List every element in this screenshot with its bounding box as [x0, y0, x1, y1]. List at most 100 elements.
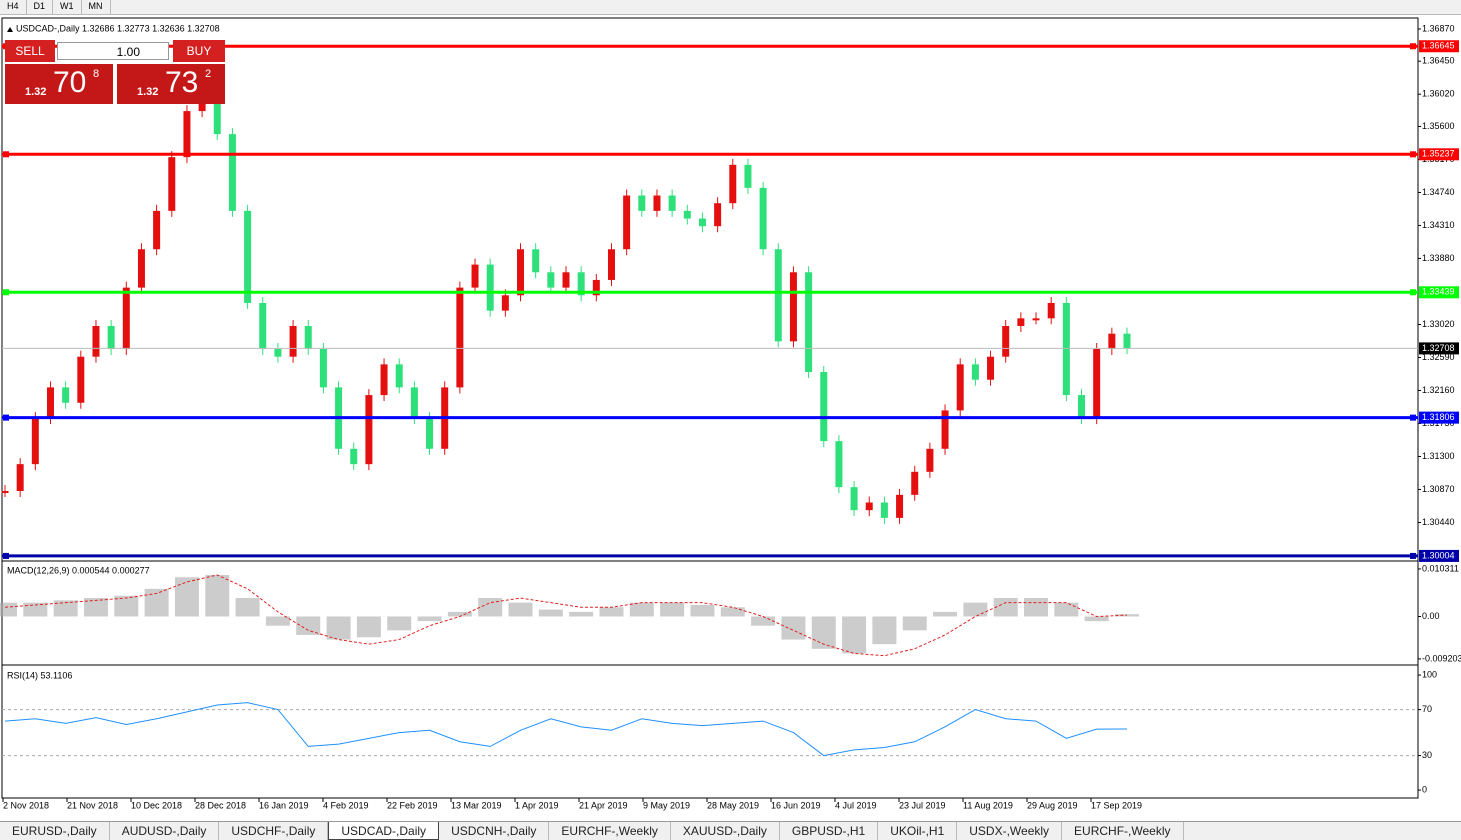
y-tick-label: 100 — [1422, 669, 1437, 679]
x-tick-label: 2 Nov 2018 — [3, 800, 49, 810]
macd-bar — [599, 607, 624, 617]
x-tick-label: 10 Dec 2018 — [131, 800, 182, 810]
candle — [1032, 318, 1040, 321]
candle — [319, 349, 327, 388]
chart: USDCAD-,Daily 1.32686 1.32773 1.32636 1.… — [0, 17, 1461, 810]
macd-bar — [629, 602, 654, 617]
candle — [623, 195, 631, 250]
candle — [1002, 325, 1010, 357]
candle — [562, 272, 570, 288]
macd-bar — [114, 595, 139, 617]
macd-bar — [1084, 616, 1109, 622]
timeframe-button[interactable]: W1 — [53, 0, 82, 14]
candle — [1047, 302, 1055, 319]
candle — [137, 249, 145, 288]
macd-bar — [660, 602, 685, 617]
candle — [987, 356, 995, 380]
candle — [304, 325, 312, 350]
buy-button[interactable]: BUY — [173, 40, 225, 62]
buy-price[interactable]: 1.32 73 2 — [117, 64, 225, 104]
macd-bar — [902, 616, 927, 631]
y-tick-label: 1.33880 — [1422, 253, 1455, 263]
macd-bar — [933, 611, 958, 617]
level-anchor — [3, 414, 9, 421]
level-anchor — [3, 151, 9, 158]
level-tag — [1419, 286, 1459, 299]
current-price-label: 1.32708 — [1422, 343, 1455, 353]
chart-tab[interactable]: AUDUSD-,Daily — [110, 822, 220, 840]
timeframe-button[interactable]: MN — [82, 0, 111, 14]
candle — [1123, 333, 1131, 349]
sell-price[interactable]: 1.32 70 8 — [5, 64, 113, 104]
chart-tab[interactable]: EURCHF-,Weekly — [1062, 822, 1184, 840]
lot-input[interactable]: 1.00 — [57, 42, 169, 60]
macd-bar — [751, 616, 776, 626]
x-tick-label: 23 Jul 2019 — [899, 800, 946, 810]
sell-button[interactable]: SELL — [5, 40, 55, 62]
candle — [289, 325, 297, 357]
candle — [683, 210, 691, 219]
level-tag — [1419, 40, 1459, 53]
symbol-line: USDCAD-,Daily 1.32686 1.32773 1.32636 1.… — [16, 23, 220, 33]
candle — [698, 218, 706, 227]
candle — [62, 387, 70, 403]
chart-tab[interactable]: USDCNH-,Daily — [439, 822, 550, 840]
level-label: 1.35237 — [1422, 149, 1455, 159]
candle — [774, 249, 782, 342]
y-tick-label: 70 — [1422, 704, 1432, 714]
level-tag — [1419, 411, 1459, 424]
macd-bar — [1024, 598, 1049, 617]
x-tick-label: 4 Feb 2019 — [323, 800, 369, 810]
candle — [183, 111, 191, 158]
macd-bar — [478, 598, 503, 617]
x-tick-label: 4 Jul 2019 — [835, 800, 877, 810]
candle — [956, 364, 964, 411]
timeframe-button[interactable]: D1 — [27, 0, 54, 14]
price-small: 8 — [93, 68, 100, 80]
candle — [1017, 318, 1025, 326]
chart-tab[interactable]: USDCHF-,Daily — [219, 822, 329, 840]
macd-bar — [569, 611, 594, 617]
candle — [532, 249, 540, 273]
candle — [153, 210, 161, 250]
chart-tab[interactable]: USDX-,Weekly — [957, 822, 1063, 840]
macd-bar — [872, 616, 897, 645]
chart-tab[interactable]: EURCHF-,Weekly — [549, 822, 671, 840]
candle — [880, 502, 888, 518]
y-tick-label: 1.32590 — [1422, 352, 1455, 362]
chart-frame — [1, 17, 1419, 799]
candle — [653, 195, 661, 211]
chart-tab[interactable]: UKOil-,H1 — [878, 822, 958, 840]
macd-bar — [83, 598, 108, 617]
candle — [259, 302, 267, 350]
level-anchor — [1410, 151, 1416, 158]
candle — [547, 272, 555, 288]
x-tick-label: 21 Nov 2018 — [67, 800, 118, 810]
y-tick-label: 1.30440 — [1422, 517, 1455, 527]
candle — [714, 203, 722, 227]
candle — [274, 349, 282, 357]
candle — [1, 491, 9, 494]
timeframe-button[interactable]: H4 — [0, 0, 27, 14]
candle — [926, 448, 934, 472]
level-anchor — [1410, 414, 1416, 421]
level-label: 1.36645 — [1422, 41, 1455, 51]
current-price-tag — [1419, 342, 1459, 355]
chart-tab[interactable]: EURUSD-,Daily — [0, 822, 110, 840]
candle — [31, 418, 39, 465]
macd-bar — [0, 602, 17, 617]
macd-bar — [1054, 602, 1079, 617]
chart-tab[interactable]: XAUUSD-,Daily — [671, 822, 780, 840]
chart-tab[interactable]: USDCAD-,Daily — [328, 822, 440, 840]
chart-tab[interactable]: GBPUSD-,H1 — [780, 822, 879, 840]
candle — [486, 264, 494, 311]
y-tick-label: 1.35600 — [1422, 121, 1455, 131]
x-tick-label: 21 Apr 2019 — [579, 800, 628, 810]
level-anchor — [1410, 552, 1416, 559]
price-main: 73 — [165, 66, 199, 99]
x-tick-label: 29 Aug 2019 — [1027, 800, 1078, 810]
candle — [350, 448, 358, 465]
candle — [1093, 349, 1101, 419]
candle — [16, 464, 24, 492]
y-tick-label: 1.32160 — [1422, 385, 1455, 395]
